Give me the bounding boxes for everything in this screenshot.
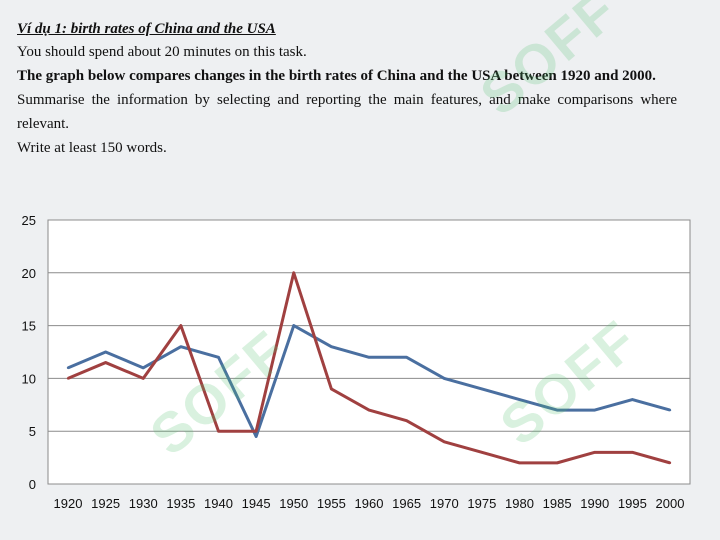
y-tick-label: 20 <box>22 266 36 281</box>
x-tick-label: 1925 <box>91 496 120 511</box>
x-tick-label: 1940 <box>204 496 233 511</box>
data-point <box>443 377 446 380</box>
data-point <box>254 430 258 433</box>
x-tick-label: 1955 <box>317 496 346 511</box>
data-point <box>668 461 672 465</box>
task-document: Ví dụ 1: birth rates of China and the US… <box>17 18 677 160</box>
x-tick-label: 1985 <box>543 496 572 511</box>
data-point <box>104 361 107 364</box>
data-point <box>217 356 220 359</box>
x-tick-label: 1965 <box>392 496 421 511</box>
y-tick-label: 10 <box>22 371 36 386</box>
data-point <box>179 345 183 348</box>
data-point <box>555 461 559 465</box>
data-point <box>518 461 521 465</box>
y-tick-label: 0 <box>29 477 36 492</box>
x-tick-label: 1990 <box>580 496 609 511</box>
data-point <box>179 324 183 327</box>
x-tick-label: 1930 <box>129 496 158 511</box>
task-prompt: The graph below compares changes in the … <box>17 68 656 84</box>
data-point <box>66 377 70 380</box>
data-point <box>330 387 333 391</box>
data-point <box>292 324 295 327</box>
data-point <box>480 387 484 391</box>
data-point <box>217 430 220 433</box>
x-tick-label: 1980 <box>505 496 534 511</box>
data-point <box>593 451 596 454</box>
data-point <box>292 271 295 274</box>
x-tick-label: 2000 <box>656 496 685 511</box>
birth-rate-line-chart: 0 5 10 15 20 25 1920 1925 1930 1935 1940 1945 1950 19… <box>22 213 691 511</box>
x-tick-label: 1995 <box>618 496 647 511</box>
y-tick-label: 5 <box>29 424 36 439</box>
data-point <box>631 398 634 401</box>
data-point <box>443 440 446 443</box>
data-point <box>367 408 371 412</box>
y-tick-label: 25 <box>22 213 36 228</box>
data-point <box>142 366 145 370</box>
data-point <box>631 451 634 454</box>
x-tick-label: 1950 <box>279 496 308 511</box>
x-tick-label: 1975 <box>467 496 496 511</box>
x-tick-label: 1945 <box>242 496 271 511</box>
data-point <box>142 377 145 380</box>
data-point <box>593 408 596 412</box>
word-limit: Write at least 150 words. <box>17 140 167 156</box>
data-point <box>330 345 333 348</box>
data-point <box>518 398 521 401</box>
data-point <box>555 408 559 412</box>
time-note: You should spend about 20 minutes on thi… <box>17 44 307 60</box>
data-point <box>66 366 70 370</box>
data-point <box>367 356 371 359</box>
data-point <box>405 419 408 422</box>
task-instruction: Summarise the information by selecting a… <box>17 92 677 132</box>
data-point <box>405 356 408 359</box>
data-point <box>254 435 258 438</box>
data-point <box>104 350 107 354</box>
x-tick-label: 1920 <box>54 496 83 511</box>
data-point <box>480 451 484 454</box>
data-point <box>668 408 672 412</box>
x-tick-label: 1970 <box>430 496 459 511</box>
x-tick-label: 1960 <box>355 496 384 511</box>
y-tick-label: 15 <box>22 319 36 334</box>
x-tick-label: 1935 <box>166 496 195 511</box>
task-heading: Ví dụ 1: birth rates of China and the US… <box>17 21 276 37</box>
plot-area <box>47 219 691 485</box>
